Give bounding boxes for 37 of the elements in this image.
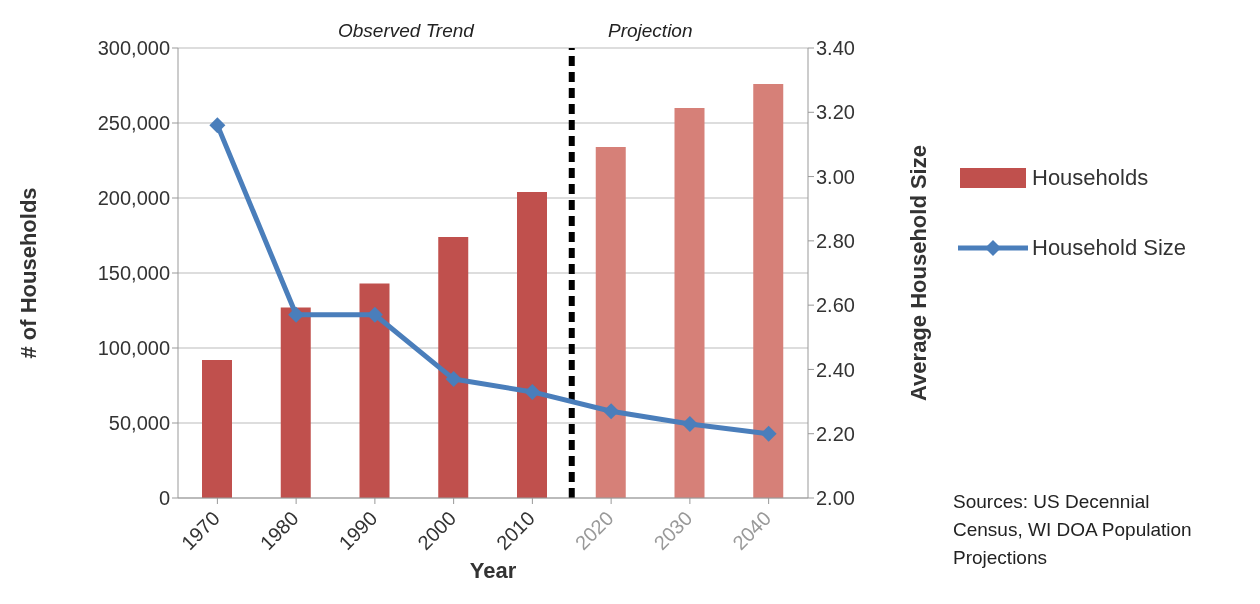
y2-tick-label: 3.40 <box>816 37 855 60</box>
y2-tick-label: 2.20 <box>816 422 855 445</box>
point <box>603 403 620 420</box>
y2-tick-label: 2.40 <box>816 358 855 381</box>
legend-label: Households <box>1032 165 1149 191</box>
point <box>445 371 462 388</box>
y-tick-label: 150,000 <box>97 262 170 285</box>
y2-tick-label: 2.00 <box>816 487 855 510</box>
point <box>524 383 541 400</box>
bar <box>674 108 705 498</box>
y-tick-label: 100,000 <box>97 337 170 360</box>
legend-label: Household Size <box>1032 235 1187 261</box>
y2-tick-label: 3.00 <box>816 165 855 188</box>
y2-tick-label: 2.80 <box>816 229 855 252</box>
y-tick-label: 250,000 <box>97 112 170 135</box>
bar <box>359 283 390 498</box>
y-axis-title: # of Households <box>15 187 41 359</box>
bar <box>438 237 469 498</box>
bar <box>202 360 232 498</box>
text: Observed Trend <box>338 20 474 42</box>
bar <box>280 307 311 498</box>
y-tick-label: 300,000 <box>97 37 170 60</box>
point <box>681 416 698 433</box>
source-note: Sources: US Decennial Census, WI DOA Population Projections <box>953 490 1193 570</box>
y-tick-label: 50,000 <box>108 412 170 435</box>
bar <box>517 192 547 498</box>
y2-tick-label: 2.60 <box>816 294 855 317</box>
y2-tick-label: 3.20 <box>816 101 855 124</box>
point <box>760 425 777 442</box>
bar <box>595 147 626 498</box>
y-tick-label: 200,000 <box>97 187 170 210</box>
x-axis-title: Year <box>469 558 517 583</box>
y-tick-label: 0 <box>158 487 170 510</box>
text: Projection <box>608 20 693 42</box>
bar <box>753 84 784 498</box>
y2-axis-title: Average Household Size <box>905 145 931 401</box>
point <box>209 117 226 134</box>
